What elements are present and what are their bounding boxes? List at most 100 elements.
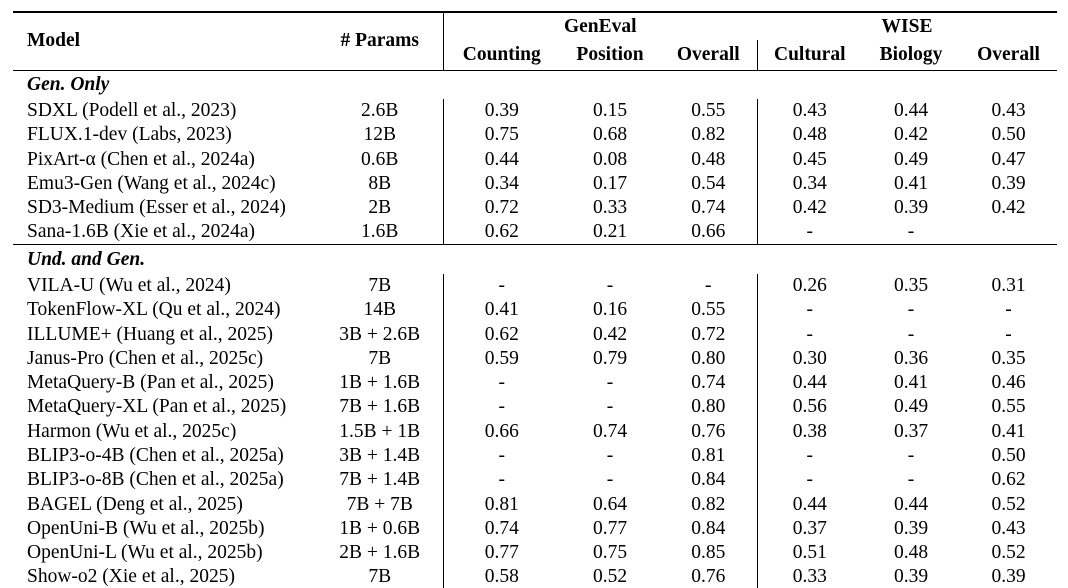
score-cell: 0.81 xyxy=(442,492,560,517)
score-cell: 0.54 xyxy=(691,173,726,195)
score-cell: 0.72 xyxy=(691,323,726,345)
column-header-position: Position xyxy=(576,43,644,65)
table-row: MetaQuery-XL (Pan et al., 2025) 7B + 1.6B… xyxy=(13,395,1057,420)
model-name: FLUX.1-dev (Labs, 2023) xyxy=(27,124,232,146)
model-name: Show-o2 (Xie et al., 2025) xyxy=(27,566,235,588)
score-cell: 0.80 xyxy=(691,347,726,369)
score-cell: 0.59 xyxy=(442,346,560,371)
score-cell: 0.75 xyxy=(442,123,560,148)
section-label: Und. and Gen. xyxy=(13,244,1058,274)
score-cell: 0.39 xyxy=(893,197,929,219)
score-cell: 0.43 xyxy=(991,517,1026,539)
score-cell: - xyxy=(1005,299,1012,321)
score-cell: 0.35 xyxy=(991,347,1026,369)
score-cell: 0.55 xyxy=(691,100,726,122)
table-header: Model # Params GenEval WISE Counting Pos… xyxy=(13,12,1058,70)
model-name: Sana-1.6B (Xie et al., 2024a) xyxy=(27,221,255,243)
score-cell: 0.79 xyxy=(592,347,628,369)
score-cell: 0.77 xyxy=(442,541,560,566)
score-cell: 0.80 xyxy=(691,396,726,418)
table-row: OpenUni-L (Wu et al., 2025b) 2B + 1.6B 0.7… xyxy=(13,541,1057,566)
score-cell: 0.44 xyxy=(756,492,863,517)
score-cell: 0.43 xyxy=(756,99,863,124)
score-cell: 0.37 xyxy=(893,420,929,442)
score-cell: 0.34 xyxy=(756,171,863,197)
score-cell: 0.81 xyxy=(691,445,726,466)
score-cell: 0.08 xyxy=(592,148,628,170)
score-cell xyxy=(960,220,1057,244)
params-value: 2B + 1.6B xyxy=(339,542,421,564)
score-cell: 0.34 xyxy=(442,171,560,197)
score-cell: 0.52 xyxy=(991,493,1026,515)
score-cell: - xyxy=(442,395,560,420)
score-cell: 0.74 xyxy=(691,197,726,219)
table-body: Gen. Only SDXL (Podell et al., 2023) 2.6B 0… xyxy=(13,70,1058,588)
table-row: Emu3-Gen (Wang et al., 2024c) 8B 0.34 0.17 0… xyxy=(13,171,1057,197)
column-header-biology: Biology xyxy=(879,43,943,65)
score-cell: - xyxy=(907,221,915,243)
score-cell: 0.43 xyxy=(991,100,1026,122)
score-cell: 0.39 xyxy=(442,99,560,124)
table-row: SDXL (Podell et al., 2023) 2.6B 0.39 0.15 0.… xyxy=(13,99,1057,124)
model-name: Janus-Pro (Chen et al., 2025c) xyxy=(27,347,264,369)
params-value: 1.6B xyxy=(361,221,399,243)
score-cell: - xyxy=(907,299,915,321)
table-row: BLIP3-o-8B (Chen et al., 2025a) 7B + 1.4B… xyxy=(13,468,1057,493)
model-name: OpenUni-B (Wu et al., 2025b) xyxy=(27,517,265,539)
score-cell: 0.52 xyxy=(592,566,628,588)
table-row: Janus-Pro (Chen et al., 2025c) 7B 0.59 0.79… xyxy=(13,346,1057,371)
score-cell: 0.49 xyxy=(893,396,929,418)
score-cell: 0.55 xyxy=(691,299,726,321)
table-row: SD3-Medium (Esser et al., 2024) 2B 0.72 0.3… xyxy=(13,196,1057,221)
score-cell: 0.41 xyxy=(893,173,929,195)
score-cell: 0.44 xyxy=(893,100,929,122)
score-cell: 0.84 xyxy=(691,517,726,539)
column-header-geneval-overall: Overall xyxy=(676,43,740,65)
score-cell: - xyxy=(756,220,863,245)
model-name: BAGEL (Deng et al., 2025) xyxy=(27,493,243,515)
section-header-row: Gen. Only xyxy=(13,70,1057,99)
score-cell: 0.41 xyxy=(991,420,1026,442)
score-cell: - xyxy=(606,445,614,466)
score-cell: 0.44 xyxy=(893,493,929,515)
score-cell: 0.42 xyxy=(893,124,929,146)
params-value: 7B + 7B xyxy=(346,493,413,515)
score-cell: - xyxy=(606,469,614,491)
score-cell: 0.58 xyxy=(442,565,560,588)
score-cell: 0.64 xyxy=(592,493,628,515)
model-name: MetaQuery-XL (Pan et al., 2025) xyxy=(27,396,287,418)
score-cell: 0.36 xyxy=(893,347,929,369)
score-cell: 0.44 xyxy=(756,370,863,396)
score-cell: - xyxy=(442,468,560,493)
model-name: ILLUME+ (Huang et al., 2025) xyxy=(27,323,274,345)
score-cell: 0.74 xyxy=(592,420,628,442)
score-cell: 0.82 xyxy=(691,493,726,515)
column-header-wise-overall: Overall xyxy=(977,43,1040,65)
score-cell: - xyxy=(907,469,915,491)
score-cell: 0.77 xyxy=(592,517,628,539)
score-cell: 0.31 xyxy=(991,274,1026,296)
score-cell: 0.62 xyxy=(442,322,560,347)
score-cell: 0.41 xyxy=(442,298,560,323)
score-cell: 0.72 xyxy=(442,196,560,221)
section-label: Gen. Only xyxy=(27,73,110,95)
score-cell: 0.66 xyxy=(442,419,560,444)
model-name: PixArt-α (Chen et al., 2024a) xyxy=(27,148,255,170)
score-cell: 0.85 xyxy=(691,542,726,564)
score-cell: - xyxy=(705,274,712,296)
score-cell: - xyxy=(1005,323,1012,345)
score-cell: - xyxy=(606,372,614,394)
score-cell: 0.74 xyxy=(691,372,726,394)
params-value: 1B + 1.6B xyxy=(339,372,421,394)
score-cell: 0.48 xyxy=(756,123,863,148)
score-cell: 0.49 xyxy=(893,148,929,170)
score-cell: - xyxy=(756,322,863,347)
column-header-model: Model xyxy=(27,30,81,52)
params-value: 7B + 1.6B xyxy=(339,396,421,418)
score-cell: 0.50 xyxy=(991,124,1026,146)
score-cell: - xyxy=(907,445,915,466)
score-cell: 0.68 xyxy=(592,124,628,146)
score-cell: 0.41 xyxy=(893,372,929,394)
header-sub-row: Counting Position Overall Cultural Biolo… xyxy=(13,40,1057,70)
score-cell: 0.76 xyxy=(691,420,726,442)
